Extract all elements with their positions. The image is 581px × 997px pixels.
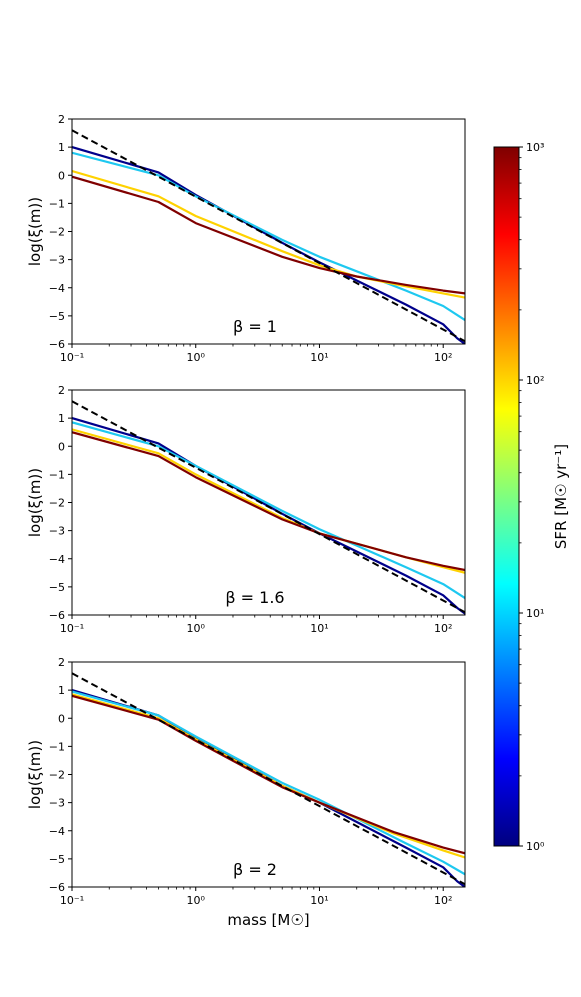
beta-annotation: β = 1.6 [225,588,284,607]
y-tick-label: 1 [58,684,65,697]
x-tick-label: 10² [434,351,452,364]
y-tick-label: 2 [58,656,65,669]
y-tick-label: 2 [58,384,65,397]
y-tick-label: 0 [58,712,65,725]
y-tick-label: −3 [49,254,65,267]
y-tick-label: 0 [58,440,65,453]
colorbar-tick-label: 10¹ [526,607,544,620]
x-tick-label: 10¹ [310,894,328,907]
beta-annotation: β = 2 [233,860,277,879]
x-tick-label: 10² [434,894,452,907]
y-tick-label: −1 [49,740,65,753]
y-axis-label: log(ξ(m)) [26,197,44,266]
y-tick-label: −3 [49,525,65,538]
colorbar: 10⁰ 10¹ 10² 10³ SFR [M☉ yr⁻¹] [493,141,570,853]
x-tick-label: 10¹ [310,622,328,635]
series-line-1 [72,690,465,876]
y-tick-label: 1 [58,412,65,425]
y-tick-label: −4 [49,825,65,838]
series-line-3 [72,431,465,572]
y-tick-label: 1 [58,141,65,154]
y-axis-label: log(ξ(m)) [26,468,44,537]
x-tick-label: 10⁻¹ [60,894,84,907]
series-line-2 [72,428,465,574]
x-tick-label: 10¹ [310,351,328,364]
y-tick-label: −6 [49,338,65,351]
y-tick-label: −1 [49,468,65,481]
series-group [72,672,465,887]
y-tick-label: −6 [49,881,65,894]
series-line-1 [72,151,465,322]
y-tick-label: −5 [49,853,65,866]
series-line-0 [72,689,465,887]
y-tick-label: −2 [49,226,65,239]
series-line-1 [72,421,465,600]
x-tick-label: 10² [434,622,452,635]
series-line-3 [72,175,465,295]
y-tick-label: −1 [49,197,65,210]
series-line-2 [72,169,465,299]
y-tick-label: −3 [49,797,65,810]
y-tick-label: 0 [58,169,65,182]
colorbar-label: SFR [M☉ yr⁻¹] [552,444,570,549]
y-tick-label: −5 [49,310,65,323]
y-tick-label: −4 [49,282,65,295]
series-group [72,400,465,615]
x-tick-label: 10⁻¹ [60,622,84,635]
series-group [72,129,465,344]
x-tick-label: 10⁰ [187,351,206,364]
y-tick-label: −6 [49,609,65,622]
colorbar-tick-label: 10³ [526,141,544,154]
colorbar-tick-label: 10² [526,374,544,387]
x-tick-label: 10⁰ [187,894,206,907]
reference-dashed-line [72,129,465,343]
x-tick-label: 10⁰ [187,622,206,635]
x-tick-label: 10⁻¹ [60,351,84,364]
reference-dashed-line [72,400,465,614]
colorbar-tick-label: 10⁰ [526,840,545,853]
colorbar-gradient [493,146,520,847]
panel-middle: 2 1 0 −1 −2 −3 −4 −5 −610⁻¹ 10⁰ 10¹ 10² log(ξ(m)) β =… [26,384,466,635]
y-tick-label: −2 [49,769,65,782]
reference-dashed-line [72,672,465,886]
panel-bottom: 2 1 0 −1 −2 −3 −4 −5 −610⁻¹ 10⁰ 10¹ 10² log(ξ(m)) β =… [26,656,466,929]
y-tick-label: −2 [49,497,65,510]
y-tick-label: −4 [49,553,65,566]
y-tick-label: 2 [58,113,65,126]
y-axis-label: log(ξ(m)) [26,740,44,809]
y-tick-label: −5 [49,581,65,594]
beta-annotation: β = 1 [233,317,277,336]
x-axis-label: mass [M☉] [227,911,309,929]
panel-top: 2 1 0 −1 −2 −3 −4 −5 −610⁻¹ 10⁰ 10¹ 10² log(ξ(m)) β =… [26,113,466,364]
